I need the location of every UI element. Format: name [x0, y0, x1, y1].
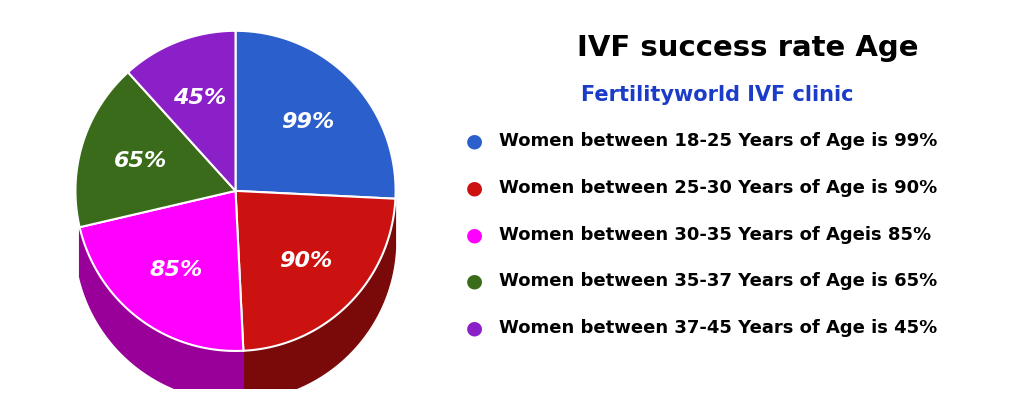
Polygon shape	[244, 199, 395, 397]
Polygon shape	[236, 191, 395, 351]
Text: Women between 30-35 Years of Ageis 85%: Women between 30-35 Years of Ageis 85%	[499, 225, 931, 244]
Polygon shape	[236, 31, 395, 199]
Polygon shape	[128, 31, 236, 191]
Text: ●: ●	[466, 131, 483, 150]
Text: 65%: 65%	[114, 151, 167, 171]
Text: ●: ●	[466, 225, 483, 244]
Text: Women between 25-30 Years of Age is 90%: Women between 25-30 Years of Age is 90%	[499, 179, 937, 197]
Polygon shape	[80, 227, 244, 397]
Polygon shape	[80, 191, 244, 351]
Text: 85%: 85%	[150, 260, 203, 280]
Text: 90%: 90%	[280, 251, 333, 271]
Text: 99%: 99%	[281, 112, 334, 133]
Text: ●: ●	[466, 272, 483, 291]
Text: Women between 37-45 Years of Age is 45%: Women between 37-45 Years of Age is 45%	[499, 319, 937, 337]
Text: IVF success rate Age: IVF success rate Age	[577, 34, 919, 62]
Text: ●: ●	[466, 178, 483, 197]
Text: ●: ●	[466, 319, 483, 338]
Text: 45%: 45%	[173, 88, 226, 108]
Text: Fertilityworld IVF clinic: Fertilityworld IVF clinic	[581, 85, 853, 105]
Text: Women between 18-25 Years of Age is 99%: Women between 18-25 Years of Age is 99%	[499, 132, 937, 150]
Text: Women between 35-37 Years of Age is 65%: Women between 35-37 Years of Age is 65%	[499, 272, 937, 291]
Polygon shape	[76, 72, 236, 227]
